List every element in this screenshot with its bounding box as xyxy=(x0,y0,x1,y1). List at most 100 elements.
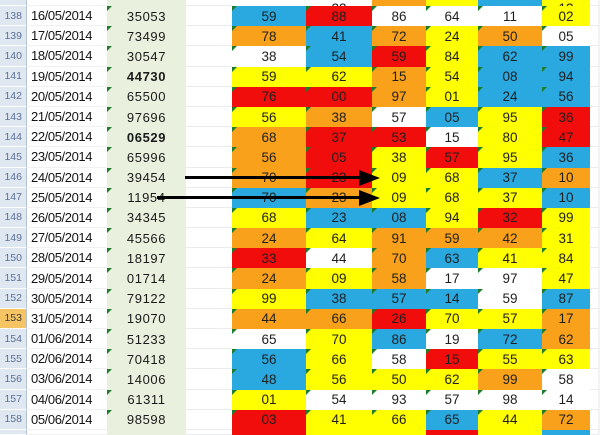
value-cell[interactable]: 31 xyxy=(542,228,590,249)
draw-number-cell[interactable]: 45566 xyxy=(107,228,186,249)
draw-number-cell[interactable]: 65996 xyxy=(107,147,186,168)
value-cell[interactable]: 99 xyxy=(478,369,542,390)
value-cell[interactable]: 09 xyxy=(372,167,426,188)
value-cell[interactable]: 62 xyxy=(426,369,478,390)
draw-number-cell[interactable]: 30547 xyxy=(107,46,186,67)
value-cell[interactable]: 88 xyxy=(306,6,372,27)
date-cell[interactable]: 05/06/2014 xyxy=(27,409,107,430)
value-cell[interactable]: 24 xyxy=(232,228,306,249)
value-cell[interactable]: 54 xyxy=(426,66,478,87)
date-cell[interactable]: 04/06/2014 xyxy=(27,389,107,410)
value-cell[interactable]: 65 xyxy=(232,329,306,350)
value-cell[interactable]: 66 xyxy=(372,409,426,430)
value-cell[interactable]: 24 xyxy=(478,86,542,107)
value-cell[interactable]: 05 xyxy=(306,147,372,168)
value-cell[interactable]: 97 xyxy=(372,86,426,107)
row-header[interactable]: 150 xyxy=(0,248,27,269)
row-header[interactable]: 139 xyxy=(0,26,27,47)
date-cell[interactable]: 18/05/2014 xyxy=(27,46,107,67)
row-header[interactable]: 151 xyxy=(0,268,27,289)
value-cell[interactable]: 57 xyxy=(426,389,478,410)
date-cell[interactable]: 30/05/2014 xyxy=(27,288,107,309)
row-header[interactable] xyxy=(0,0,27,6)
row-header[interactable]: 144 xyxy=(0,127,27,148)
draw-number-cell[interactable]: 65500 xyxy=(107,86,186,107)
value-cell[interactable]: 22 xyxy=(306,0,372,6)
value-cell[interactable]: 00 xyxy=(306,86,372,107)
value-cell[interactable]: 58 xyxy=(372,349,426,370)
date-cell[interactable]: 03/06/2014 xyxy=(27,369,107,390)
value-cell[interactable]: 80 xyxy=(478,127,542,148)
value-cell[interactable] xyxy=(426,429,478,435)
value-cell[interactable]: 38 xyxy=(372,147,426,168)
date-cell[interactable]: 01/06/2014 xyxy=(27,329,107,350)
value-cell[interactable]: 68 xyxy=(232,127,306,148)
date-cell[interactable]: 31/05/2014 xyxy=(27,308,107,329)
date-cell[interactable]: 16/05/2014 xyxy=(27,6,107,27)
date-cell[interactable]: 23/05/2014 xyxy=(27,147,107,168)
value-cell[interactable]: 98 xyxy=(478,389,542,410)
value-cell[interactable]: 93 xyxy=(372,389,426,410)
row-header[interactable]: 156 xyxy=(0,369,27,390)
value-cell[interactable]: 14 xyxy=(426,288,478,309)
date-cell[interactable]: 17/05/2014 xyxy=(27,26,107,47)
value-cell[interactable]: 54 xyxy=(306,46,372,67)
value-cell[interactable]: 15 xyxy=(426,349,478,370)
value-cell[interactable]: 41 xyxy=(306,409,372,430)
value-cell[interactable]: 59 xyxy=(478,288,542,309)
value-cell[interactable]: 63 xyxy=(426,248,478,269)
value-cell[interactable]: 95 xyxy=(478,147,542,168)
value-cell[interactable]: 56 xyxy=(232,106,306,128)
row-header[interactable]: 158 xyxy=(0,409,27,430)
value-cell[interactable] xyxy=(542,429,590,435)
draw-number-cell[interactable]: 79122 xyxy=(107,288,186,309)
value-cell[interactable]: 14 xyxy=(542,389,590,410)
value-cell[interactable]: 23 xyxy=(306,187,372,208)
value-cell[interactable]: 44 xyxy=(478,409,542,430)
value-cell[interactable]: 48 xyxy=(232,369,306,390)
value-cell[interactable]: 62 xyxy=(478,46,542,67)
value-cell[interactable]: 02 xyxy=(542,6,590,27)
draw-number-cell[interactable]: 35053 xyxy=(107,6,186,27)
value-cell[interactable] xyxy=(478,0,542,6)
value-cell[interactable]: 42 xyxy=(478,228,542,249)
value-cell[interactable]: 56 xyxy=(542,86,590,107)
value-cell[interactable]: 38 xyxy=(232,46,306,67)
value-cell[interactable] xyxy=(426,0,478,6)
value-cell[interactable]: 72 xyxy=(542,409,590,430)
value-cell[interactable]: 09 xyxy=(372,187,426,208)
value-cell[interactable]: 84 xyxy=(542,248,590,269)
row-header[interactable]: 138 xyxy=(0,6,27,27)
value-cell[interactable]: 08 xyxy=(478,66,542,87)
draw-number-cell[interactable]: 97696 xyxy=(107,106,186,128)
value-cell[interactable]: 72 xyxy=(372,26,426,47)
row-header[interactable]: 149 xyxy=(0,228,27,249)
value-cell[interactable]: 10 xyxy=(542,167,590,188)
value-cell[interactable]: 57 xyxy=(372,288,426,309)
row-header[interactable]: 154 xyxy=(0,329,27,350)
value-cell[interactable]: 66 xyxy=(306,349,372,370)
date-cell[interactable]: 27/05/2014 xyxy=(27,228,107,249)
row-header[interactable]: 146 xyxy=(0,167,27,188)
value-cell[interactable]: 55 xyxy=(478,349,542,370)
date-cell[interactable]: 20/05/2014 xyxy=(27,86,107,107)
value-cell[interactable]: 17 xyxy=(542,308,590,329)
value-cell[interactable]: 01 xyxy=(426,86,478,107)
draw-number-cell[interactable]: 70418 xyxy=(107,349,186,370)
value-cell[interactable]: 08 xyxy=(372,207,426,229)
date-cell[interactable]: 22/05/2014 xyxy=(27,127,107,148)
date-cell[interactable]: 21/05/2014 xyxy=(27,106,107,128)
value-cell[interactable]: 84 xyxy=(426,46,478,67)
date-cell[interactable] xyxy=(27,429,107,435)
value-cell[interactable]: 57 xyxy=(478,308,542,329)
value-cell[interactable]: 38 xyxy=(306,288,372,309)
value-cell[interactable]: 86 xyxy=(372,6,426,27)
value-cell[interactable] xyxy=(232,0,306,6)
value-cell[interactable]: 57 xyxy=(426,147,478,168)
value-cell[interactable]: 53 xyxy=(372,127,426,148)
draw-number-cell[interactable]: 51233 xyxy=(107,329,186,350)
value-cell[interactable]: 87 xyxy=(542,288,590,309)
value-cell[interactable] xyxy=(232,429,306,435)
value-cell[interactable]: 32 xyxy=(478,207,542,229)
value-cell[interactable]: 97 xyxy=(478,268,542,289)
